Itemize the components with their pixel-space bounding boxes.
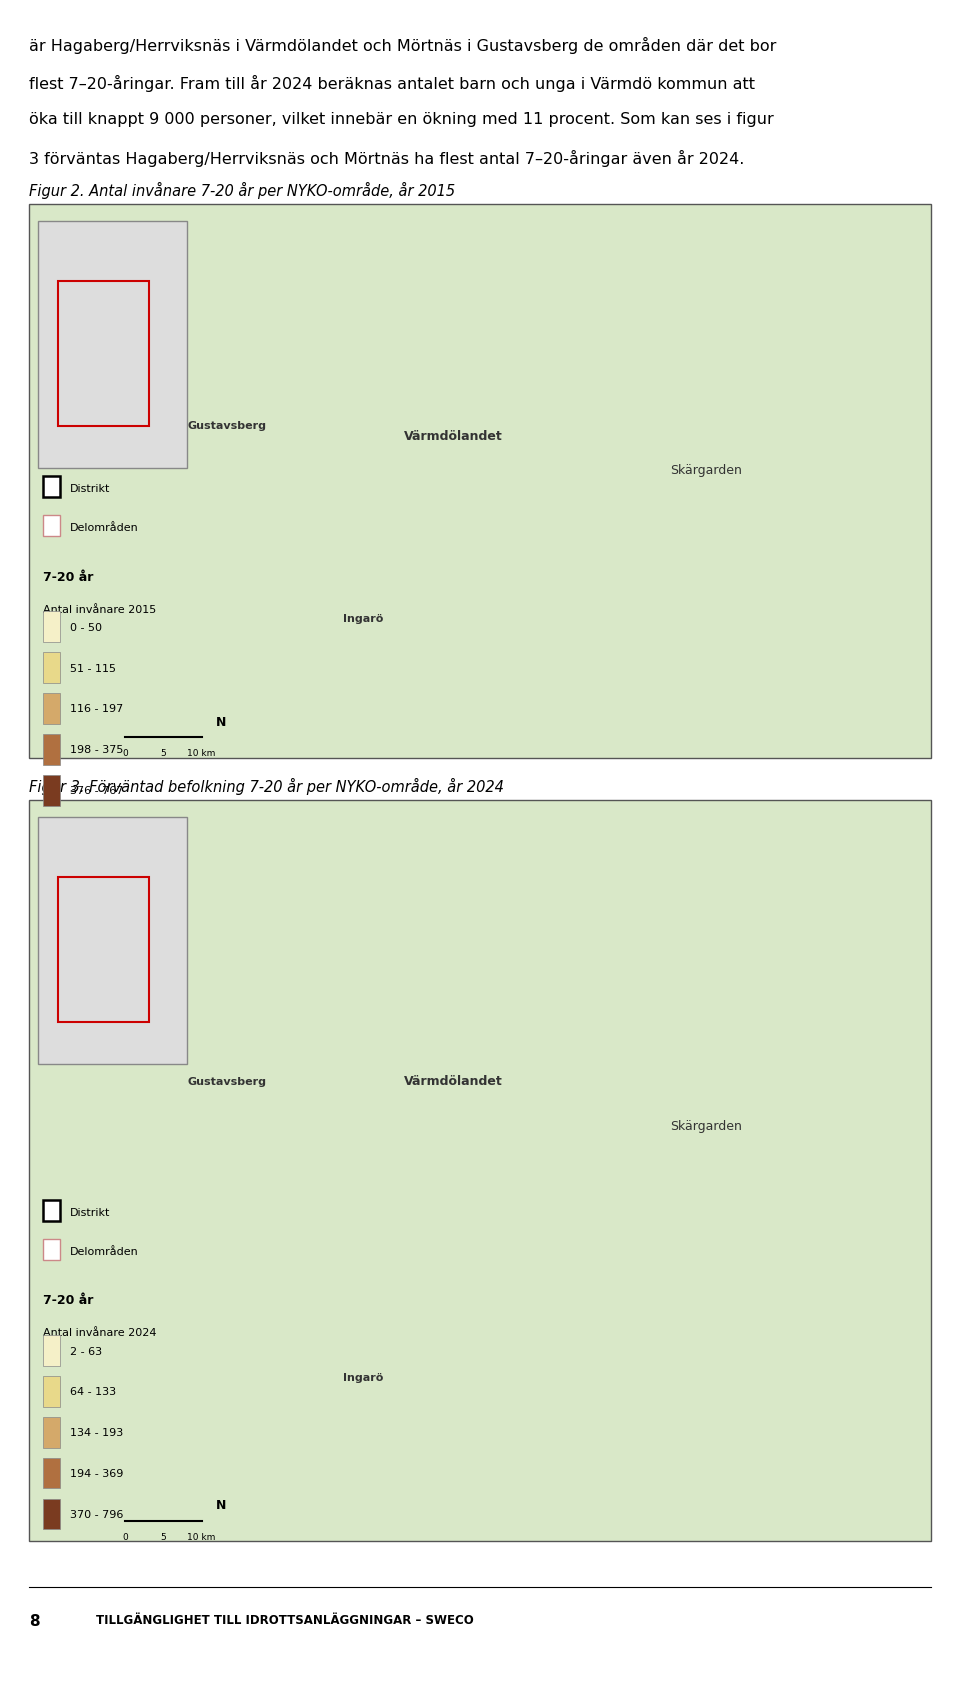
Text: 5: 5	[160, 749, 166, 758]
Bar	[43, 775, 60, 806]
Text: Figur 3. Förväntad befolkning 7-20 år per NYKO-område, år 2024: Figur 3. Förväntad befolkning 7-20 år pe…	[29, 778, 504, 795]
Text: Värmdölandet: Värmdölandet	[403, 1075, 502, 1088]
Text: Delområden: Delområden	[70, 523, 139, 533]
Text: 134 - 193: 134 - 193	[70, 1429, 123, 1439]
Bar	[43, 611, 60, 642]
Text: Figur 2. Antal invånare 7-20 år per NYKO-område, år 2015: Figur 2. Antal invånare 7-20 år per NYKO…	[29, 182, 455, 199]
Text: Distrikt: Distrikt	[70, 484, 110, 494]
Text: 10 km: 10 km	[187, 1533, 216, 1541]
Text: 7-20 år: 7-20 år	[43, 1294, 93, 1308]
Bar	[43, 1199, 60, 1221]
Bar	[43, 652, 60, 683]
Text: 10 km: 10 km	[187, 749, 216, 758]
Text: Delområden: Delområden	[70, 1247, 139, 1257]
Text: 8: 8	[29, 1614, 39, 1630]
Text: 376 - 767: 376 - 767	[70, 787, 124, 797]
Bar	[43, 1499, 60, 1529]
Text: är Hagaberg/Herrviksnäs i Värmdölandet och Mörtnäs i Gustavsberg de områden där : är Hagaberg/Herrviksnäs i Värmdölandet o…	[29, 37, 777, 54]
Text: 0 - 50: 0 - 50	[70, 623, 102, 634]
Text: N: N	[216, 1499, 226, 1512]
Text: Antal invånare 2015: Antal invånare 2015	[43, 605, 156, 615]
Text: Ingarö: Ingarö	[343, 1373, 383, 1383]
Text: 370 - 796: 370 - 796	[70, 1511, 124, 1521]
Bar	[43, 734, 60, 765]
Text: 0: 0	[122, 1533, 128, 1541]
Text: Ingarö: Ingarö	[343, 615, 383, 625]
FancyBboxPatch shape	[29, 204, 931, 758]
Text: 7-20 år: 7-20 år	[43, 571, 93, 584]
Bar	[43, 1417, 60, 1448]
Text: 116 - 197: 116 - 197	[70, 705, 123, 715]
FancyBboxPatch shape	[38, 221, 187, 468]
Text: Gustavsberg: Gustavsberg	[188, 1076, 267, 1087]
Text: Skärgarden: Skärgarden	[670, 1121, 741, 1132]
Bar	[43, 1238, 60, 1260]
Text: flest 7–20-åringar. Fram till år 2024 beräknas antalet barn och unga i Värmdö ko: flest 7–20-åringar. Fram till år 2024 be…	[29, 75, 755, 92]
Text: 198 - 375: 198 - 375	[70, 746, 124, 756]
Text: 194 - 369: 194 - 369	[70, 1470, 124, 1480]
Text: Värmdölandet: Värmdölandet	[403, 431, 502, 443]
Text: öka till knappt 9 000 personer, vilket innebär en ökning med 11 procent. Som kan: öka till knappt 9 000 personer, vilket i…	[29, 112, 774, 128]
Bar	[43, 693, 60, 724]
Text: Gustavsberg: Gustavsberg	[188, 421, 267, 431]
Text: 64 - 133: 64 - 133	[70, 1388, 116, 1398]
Text: Antal invånare 2024: Antal invånare 2024	[43, 1328, 156, 1339]
Text: 3 förväntas Hagaberg/Herrviksnäs och Mörtnäs ha flest antal 7–20-åringar även år: 3 förväntas Hagaberg/Herrviksnäs och Mör…	[29, 150, 744, 167]
Text: 5: 5	[160, 1533, 166, 1541]
Bar	[43, 1335, 60, 1366]
Text: 2 - 63: 2 - 63	[70, 1347, 102, 1357]
Bar	[43, 1376, 60, 1407]
Bar	[43, 1458, 60, 1488]
Text: TILLGÄNGLIGHET TILL IDROTTSANLÄGGNINGAR – SWECO: TILLGÄNGLIGHET TILL IDROTTSANLÄGGNINGAR …	[96, 1614, 473, 1628]
Text: 0: 0	[122, 749, 128, 758]
Text: N: N	[216, 715, 226, 729]
Bar	[43, 475, 60, 497]
Bar	[43, 514, 60, 536]
Text: Distrikt: Distrikt	[70, 1207, 110, 1218]
FancyBboxPatch shape	[29, 800, 931, 1541]
Text: Skärgarden: Skärgarden	[670, 463, 741, 477]
FancyBboxPatch shape	[38, 817, 187, 1064]
Text: 51 - 115: 51 - 115	[70, 664, 116, 674]
